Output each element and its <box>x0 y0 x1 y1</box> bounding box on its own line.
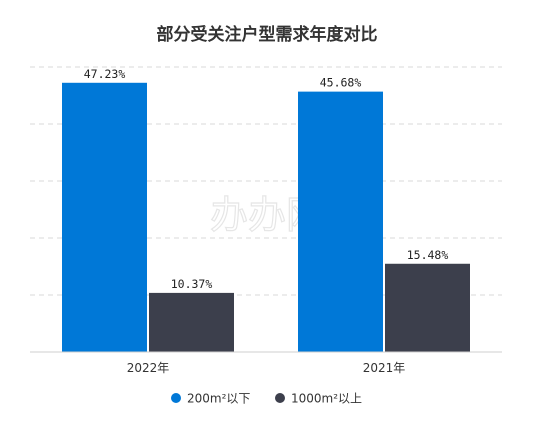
x-axis-ticks: 2022年 2021年 <box>127 361 406 375</box>
legend-marker <box>275 393 285 403</box>
bar-2-2 <box>385 263 470 352</box>
bars: 47.23% 10.37% 45.68% 15.48% <box>62 67 470 353</box>
data-label: 10.37% <box>171 277 213 291</box>
bar-1-2 <box>298 91 383 353</box>
grid-lines <box>30 66 502 296</box>
x-tick-label: 2022年 <box>127 361 170 375</box>
x-tick-label: 2021年 <box>363 361 406 375</box>
legend: 200m²以下 1000m²以上 <box>171 392 362 406</box>
legend-marker <box>171 393 181 403</box>
data-label: 45.68% <box>320 76 362 90</box>
data-label: 47.23% <box>84 67 126 81</box>
chart-title: 部分受关注户型需求年度对比 <box>157 24 378 45</box>
legend-label: 200m²以下 <box>187 392 250 406</box>
legend-label: 1000m²以上 <box>291 392 362 406</box>
bar-1-1 <box>62 82 147 352</box>
bar-2-1 <box>149 292 234 352</box>
data-label: 15.48% <box>407 248 449 262</box>
